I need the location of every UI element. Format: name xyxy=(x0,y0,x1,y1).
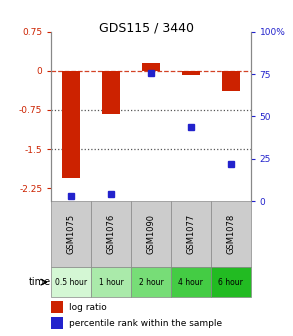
Bar xyxy=(51,317,63,329)
Text: 0.5 hour: 0.5 hour xyxy=(55,278,87,287)
Bar xyxy=(51,301,63,313)
Bar xyxy=(131,267,171,297)
Text: percentile rank within the sample: percentile rank within the sample xyxy=(69,319,222,328)
Bar xyxy=(222,71,240,91)
Bar xyxy=(91,201,131,267)
Bar xyxy=(51,267,91,297)
Text: 6 hour: 6 hour xyxy=(218,278,243,287)
Bar xyxy=(91,267,131,297)
Text: 4 hour: 4 hour xyxy=(178,278,203,287)
Text: 1 hour: 1 hour xyxy=(99,278,123,287)
Bar xyxy=(131,201,171,267)
Bar xyxy=(62,71,80,178)
Text: log ratio: log ratio xyxy=(69,303,107,312)
Bar xyxy=(171,267,211,297)
Text: time: time xyxy=(28,277,50,287)
Bar xyxy=(211,201,251,267)
Bar xyxy=(182,71,200,75)
Bar xyxy=(142,63,160,71)
Bar xyxy=(102,71,120,114)
Text: GSM1078: GSM1078 xyxy=(226,214,235,254)
Text: 2 hour: 2 hour xyxy=(139,278,163,287)
Bar xyxy=(171,201,211,267)
Text: GSM1075: GSM1075 xyxy=(67,214,76,254)
Text: GDS115 / 3440: GDS115 / 3440 xyxy=(99,22,194,35)
Text: GSM1077: GSM1077 xyxy=(186,214,195,254)
Text: GSM1076: GSM1076 xyxy=(107,214,115,254)
Text: GSM1090: GSM1090 xyxy=(146,214,155,254)
Bar xyxy=(51,201,91,267)
Bar xyxy=(211,267,251,297)
